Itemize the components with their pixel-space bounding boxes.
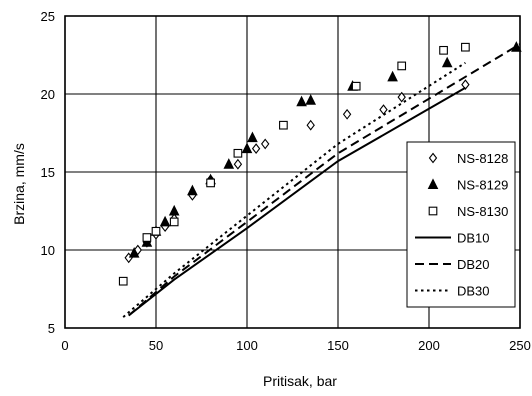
ns-8128-point (251, 143, 261, 154)
plot-frame (64, 15, 521, 329)
ns-8130-point (351, 81, 361, 91)
ns-8128-point (397, 91, 406, 103)
ns-8128-point (261, 138, 270, 150)
legend-label: NS-8130 (457, 204, 508, 219)
ns-8129-point (168, 204, 180, 216)
ns-8130-point (233, 148, 243, 158)
legend-label: DB20 (457, 257, 490, 272)
y-axis-label: Brzina, mm/s (11, 143, 27, 225)
ns-8129-point (223, 158, 235, 169)
ns-8130-point (461, 42, 470, 52)
ns-8129-point (296, 95, 307, 107)
y-tick-label: 15 (41, 165, 55, 180)
ns-8130-point (169, 217, 179, 227)
ns-8129-point (187, 184, 198, 196)
y-tick-label: 25 (41, 9, 55, 24)
legend-box (406, 141, 516, 308)
y-tick-label: 5 (48, 321, 55, 336)
ns-8129-point (427, 178, 439, 189)
ns-8130-point (118, 276, 128, 286)
ns-8130-point (151, 226, 161, 236)
ns-8130-point (279, 120, 288, 130)
ns-8130-point (142, 233, 152, 242)
legend-label: NS-8128 (457, 151, 508, 166)
legend-label: NS-8129 (457, 178, 508, 193)
x-tick-label: 100 (236, 338, 258, 353)
x-tick-label: 50 (149, 338, 163, 353)
legend: NS-8128 NS-8129 NS-8130 DB10 DB20 DB30 (406, 141, 516, 308)
ns-8129-point (159, 215, 171, 227)
ns-8128-point (379, 104, 388, 115)
ns-8129-point (247, 131, 258, 143)
series-layer (118, 41, 522, 318)
x-tick-label: 200 (418, 338, 440, 353)
tick-labels: 0 50 100 150 200 250 5 10 15 20 25 (41, 9, 531, 353)
ns-8129-point (128, 247, 140, 258)
legend-label: DB10 (457, 231, 490, 246)
ns-8130-point (428, 206, 438, 216)
x-tick-label: 250 (509, 338, 531, 353)
ns-8129-point (441, 56, 453, 68)
ns-8128-point (233, 158, 243, 170)
ns-8128-point (342, 108, 352, 120)
ns-8128-point (461, 79, 470, 91)
ns-8129-point (387, 70, 398, 82)
db30-line (122, 61, 466, 318)
ns-8130-point (206, 178, 215, 188)
ns-8128-point (306, 119, 315, 131)
y-tick-label: 20 (41, 87, 55, 102)
ns-8128-point (428, 152, 438, 164)
y-tick-label: 10 (41, 243, 55, 258)
x-tick-label: 150 (327, 338, 349, 353)
legend-label: DB30 (457, 284, 490, 299)
x-axis-label: Pritisak, bar (263, 373, 337, 389)
x-tick-label: 0 (61, 338, 68, 353)
ns-8129-point (241, 142, 253, 154)
db10-line (128, 86, 466, 317)
ns-8129-point (305, 94, 317, 105)
ns-8130-point (397, 61, 407, 71)
ns-8130-point (439, 45, 448, 55)
